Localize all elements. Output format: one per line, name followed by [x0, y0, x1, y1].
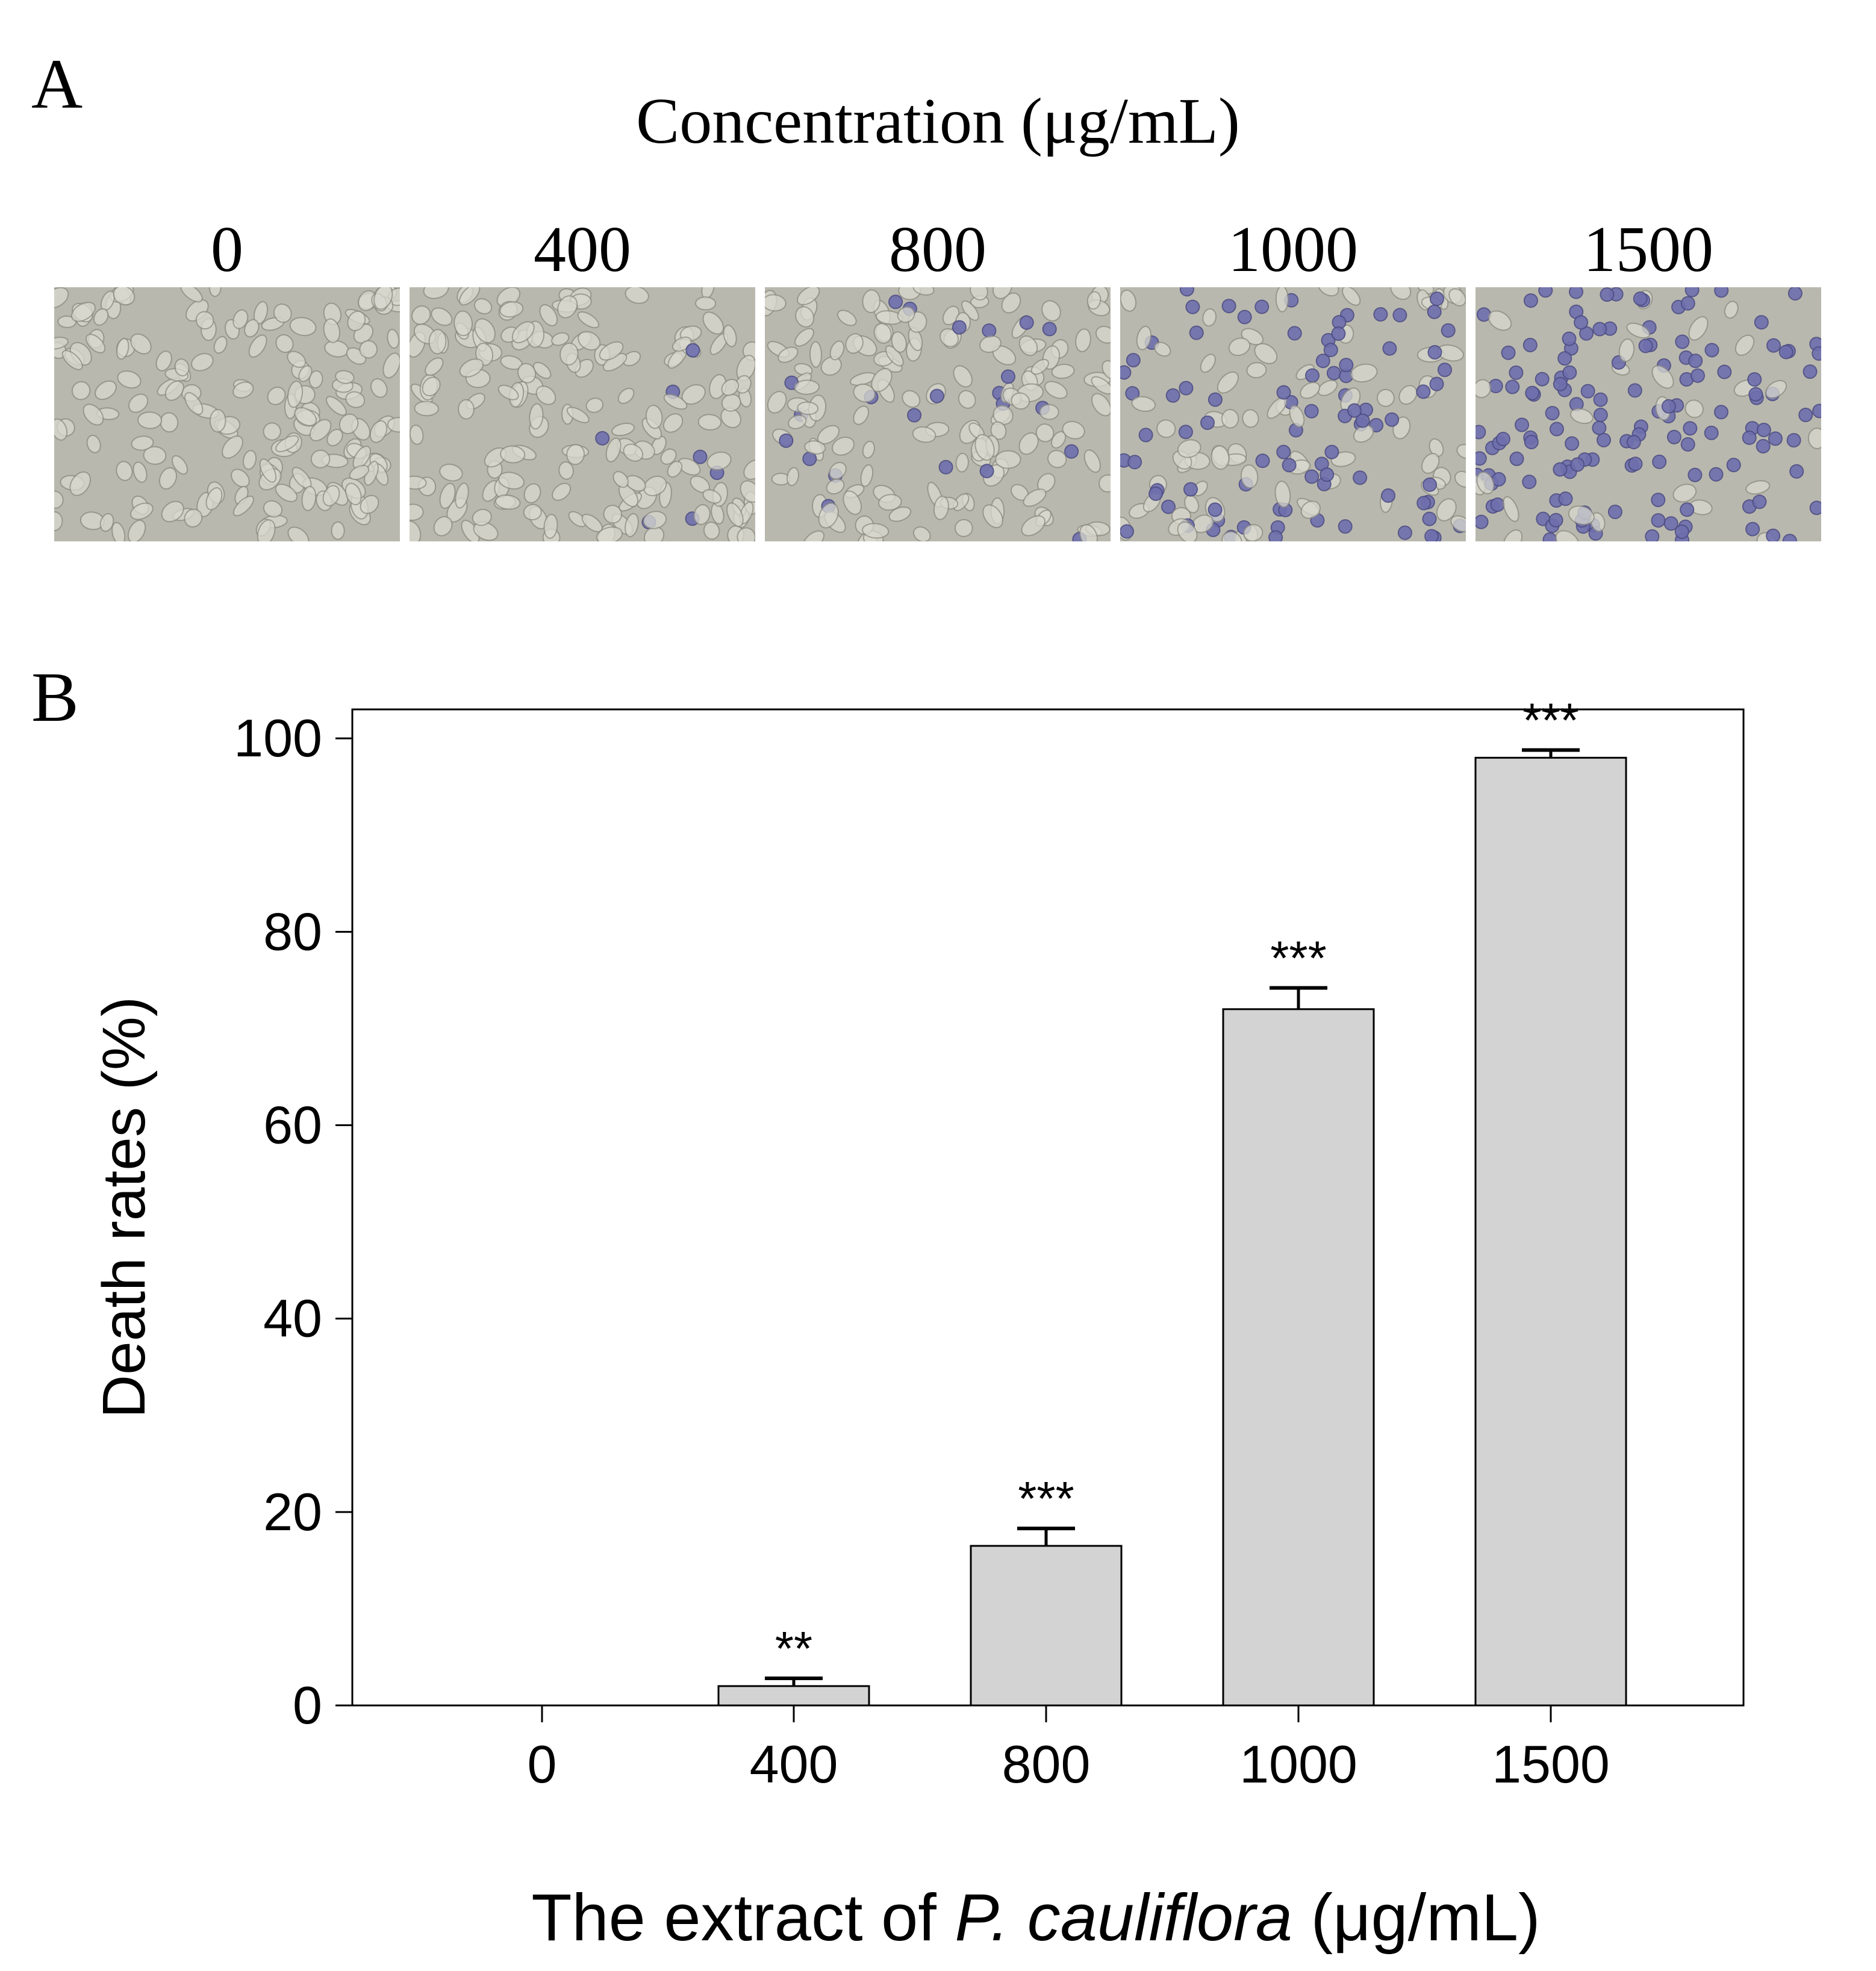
- panel-b-letter: B: [31, 658, 79, 736]
- y-tick-label: 40: [263, 1289, 322, 1348]
- y-tick-label: 60: [263, 1095, 322, 1155]
- y-tick-label: 100: [234, 708, 322, 768]
- micrograph-label: 800: [889, 214, 986, 285]
- bar-800: [970, 1545, 1123, 1707]
- y-tick-label: 0: [293, 1675, 322, 1735]
- bar-1000: [1222, 1008, 1375, 1707]
- panel-a-letter: A: [31, 45, 83, 123]
- x-tick-label: 1000: [1239, 1734, 1357, 1794]
- micrograph-2: 800: [765, 214, 1111, 541]
- x-tick-label: 400: [750, 1734, 838, 1794]
- x-tick-label: 1500: [1492, 1734, 1610, 1794]
- micrograph-image: [765, 287, 1111, 541]
- significance-marker: ***: [1270, 931, 1326, 985]
- x-tick-label: 0: [528, 1734, 557, 1794]
- micrograph-0: 0: [54, 214, 400, 541]
- x-tick-label: 800: [1002, 1734, 1091, 1794]
- significance-marker: ***: [1522, 693, 1578, 747]
- x-axis-title: The extract of P. cauliflora (μg/mL): [531, 1881, 1540, 1955]
- micrograph-label: 1000: [1228, 214, 1358, 285]
- micrograph-label: 1500: [1583, 214, 1713, 285]
- micrograph-label: 0: [211, 214, 243, 285]
- death-rate-bar-chart: 0 20 40 60 80 100 Death rates (%) 0 ** 400 *** 800 *…: [90, 693, 1745, 1955]
- y-axis-title: Death rates (%): [90, 997, 158, 1418]
- concentration-title: Concentration (μg/mL): [636, 86, 1240, 157]
- bar-400: [717, 1685, 870, 1707]
- significance-marker: **: [775, 1622, 812, 1675]
- micrograph-1: 400: [410, 214, 755, 541]
- micrograph-4: 1500: [1476, 214, 1821, 541]
- y-tick-label: 20: [263, 1482, 322, 1542]
- micrograph-image: [1476, 287, 1821, 541]
- micrograph-image: [54, 287, 400, 541]
- bar-1500: [1474, 756, 1627, 1707]
- significance-marker: ***: [1018, 1472, 1074, 1525]
- micrograph-image: [1120, 287, 1466, 541]
- micrograph-3: 1000: [1120, 214, 1466, 541]
- micrograph-row: 0 400 800 1000 1500: [54, 214, 1822, 545]
- micrograph-image: [410, 287, 755, 541]
- micrograph-label: 400: [534, 214, 631, 285]
- y-tick-label: 80: [263, 901, 322, 961]
